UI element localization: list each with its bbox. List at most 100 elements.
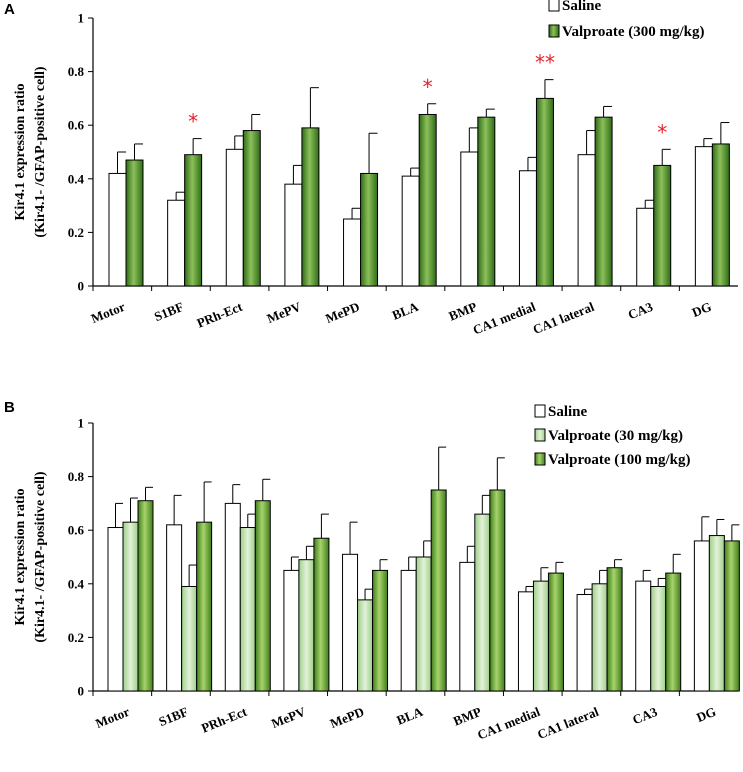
panel-a-bar-valproate-300-mg-kg-bmp xyxy=(477,116,496,287)
panel-b-bar-saline-mepd xyxy=(342,553,359,692)
panel-a-significance-ca3: * xyxy=(657,120,667,144)
panel-b-bar-valproate-100-mg-kg-motor xyxy=(137,500,154,692)
panel-a-category-label-ca3: CA3 xyxy=(626,299,656,323)
panel-b-category-label-s1bf: S1BF xyxy=(157,704,191,729)
panel-b-bar-saline-mepv xyxy=(283,569,300,692)
panel-a-legend-label-saline: Saline xyxy=(562,0,602,14)
panel-a-significance-bla: * xyxy=(423,75,433,99)
panel-a-category-label-bmp: BMP xyxy=(447,299,479,324)
panel-a-bar-valproate-300-mg-kg-mepd xyxy=(360,172,379,287)
panel-a-bar-saline-motor xyxy=(108,172,127,287)
panel-b-category-label-mepd: MePD xyxy=(328,704,366,731)
panel-a-significance-ca1-medial: ** xyxy=(535,51,555,75)
panel-b-legend-label-valproate-30-mg-kg: Valproate (30 mg/kg) xyxy=(548,428,683,444)
panel-b-legend-label-saline: Saline xyxy=(548,404,588,420)
panel-a-y-tick-label: 0.6 xyxy=(68,118,85,133)
panel-a-bar-valproate-300-mg-kg-dg xyxy=(711,143,730,287)
panel-a-bar-saline-ca1-medial xyxy=(518,170,537,287)
panel-a-bar-valproate-300-mg-kg-ca1-medial xyxy=(535,97,554,287)
panel-a-y-tick-label: 0.8 xyxy=(68,64,85,79)
panel-b-legend-swatch-valproate-30-mg-kg xyxy=(534,428,546,442)
panel-b-category-label-prh-ect: PRh-Ect xyxy=(199,704,249,736)
panel-a-chart: A Kir4.1 expression ratio (Kir4.1- /GFAP-p… xyxy=(4,0,738,338)
panel-b-bar-valproate-30-mg-kg-ca3 xyxy=(650,585,667,692)
panel-b-category-label-mepv: MePV xyxy=(269,704,308,731)
panel-a-category-label-prh-ect: PRh-Ect xyxy=(195,299,245,331)
panel-b-y-tick-label: 0.6 xyxy=(68,523,85,538)
panel-b-bar-valproate-30-mg-kg-ca1-medial xyxy=(532,580,549,692)
panel-b-bar-valproate-30-mg-kg-s1bf xyxy=(181,585,198,692)
panel-b-y-axis-title-line1: Kir4.1 expression ratio xyxy=(13,488,28,625)
panel-b-chart: B Kir4.1 expression ratio (Kir4.1- /GFAP-p… xyxy=(4,399,740,743)
panel-a-category-label-ca1-medial: CA1 medial xyxy=(471,299,538,338)
panel-a-category-label-dg: DG xyxy=(690,299,714,320)
panel-a-y-tick-label: 0.2 xyxy=(68,225,84,240)
panel-a-y-tick-label: 1 xyxy=(78,11,85,26)
panel-b-category-label-bmp: BMP xyxy=(451,704,483,729)
panel-a-legend-label-valproate-300-mg-kg: Valproate (300 mg/kg) xyxy=(562,24,705,40)
panel-a-bar-valproate-300-mg-kg-prh-ect xyxy=(242,130,261,287)
panel-a-category-label-motor: Motor xyxy=(89,299,128,326)
panel-b-bar-saline-ca1-lateral xyxy=(576,594,593,692)
panel-b-bar-valproate-100-mg-kg-mepv xyxy=(313,537,330,692)
panel-b-legend-label-valproate-100-mg-kg: Valproate (100 mg/kg) xyxy=(548,452,691,468)
panel-a-bar-saline-prh-ect xyxy=(225,148,244,287)
panel-a-bar-saline-dg xyxy=(694,146,713,287)
panel-a-category-label-s1bf: S1BF xyxy=(152,299,186,324)
panel-b-bar-saline-ca1-medial xyxy=(517,591,534,692)
panel-a-letter: A xyxy=(4,1,15,18)
panel-b-y-tick-label: 0.4 xyxy=(68,576,85,591)
panel-b-bar-valproate-100-mg-kg-s1bf xyxy=(196,521,213,692)
panel-b-bar-valproate-100-mg-kg-bla xyxy=(430,489,447,692)
panel-b-y-tick-label: 1 xyxy=(78,416,85,431)
panel-b-letter: B xyxy=(4,399,15,416)
panel-a-bar-saline-mepv xyxy=(284,183,303,287)
panel-a-bar-saline-s1bf xyxy=(167,199,186,287)
panel-a-y-axis-title-line2: (Kir4.1- /GFAP-positive cell) xyxy=(33,66,48,238)
panel-b-bar-valproate-30-mg-kg-prh-ect xyxy=(239,527,256,692)
panel-a-category-label-bla: BLA xyxy=(390,299,421,323)
panel-b-bar-valproate-100-mg-kg-ca1-medial xyxy=(547,572,564,692)
panel-b-bar-valproate-100-mg-kg-bmp xyxy=(489,489,506,692)
panel-a-significance-s1bf: * xyxy=(188,110,198,134)
panel-b-y-tick-label: 0.8 xyxy=(68,469,85,484)
panel-b-legend-swatch-valproate-100-mg-kg xyxy=(534,452,546,466)
panel-b-bar-valproate-30-mg-kg-bla xyxy=(415,556,432,692)
panel-b-category-label-ca3: CA3 xyxy=(630,704,660,728)
panel-b-bar-valproate-100-mg-kg-ca1-lateral xyxy=(606,567,623,692)
panel-b-y-tick-label: 0 xyxy=(78,684,85,699)
panel-a-bar-saline-ca3 xyxy=(636,207,655,287)
panel-a-legend-swatch-valproate-300-mg-kg xyxy=(548,24,560,38)
panel-b-bar-saline-s1bf xyxy=(166,524,183,692)
panel-b-bar-valproate-100-mg-kg-ca3 xyxy=(665,572,682,692)
panel-a-bar-saline-bla xyxy=(401,175,420,287)
panel-b-bar-saline-bla xyxy=(400,569,417,692)
panel-a-category-label-mepv: MePV xyxy=(265,299,304,326)
panel-b-category-label-dg: DG xyxy=(694,704,718,725)
panel-a-category-label-mepd: MePD xyxy=(323,299,361,326)
panel-b-bar-valproate-100-mg-kg-dg xyxy=(723,540,740,692)
panel-a-y-axis-title-line1: Kir4.1 expression ratio xyxy=(13,83,28,220)
panel-b-bar-saline-prh-ect xyxy=(224,502,241,692)
panel-b-category-label-bla: BLA xyxy=(394,704,425,728)
panel-b-bar-saline-bmp xyxy=(459,561,476,692)
panel-b-bar-valproate-30-mg-kg-mepv xyxy=(298,559,315,692)
panel-b-category-label-ca1-medial: CA1 medial xyxy=(475,704,542,743)
panel-b-bar-valproate-30-mg-kg-motor xyxy=(122,521,139,692)
panel-b-bar-valproate-30-mg-kg-mepd xyxy=(357,599,374,692)
panel-b-bar-valproate-30-mg-kg-dg xyxy=(708,535,725,692)
panel-a-bar-valproate-300-mg-kg-bla xyxy=(418,113,437,287)
panel-b-bar-saline-motor xyxy=(107,527,124,692)
panel-a-bar-saline-bmp xyxy=(460,151,479,287)
panel-a-bar-valproate-300-mg-kg-mepv xyxy=(301,127,320,287)
panel-a-y-tick-label: 0.4 xyxy=(68,171,85,186)
panel-a-bar-saline-mepd xyxy=(343,218,362,287)
panel-a-bar-saline-ca1-lateral xyxy=(577,154,596,287)
panel-a-bar-valproate-300-mg-kg-s1bf xyxy=(184,154,203,287)
panel-b-bar-valproate-100-mg-kg-prh-ect xyxy=(254,500,271,692)
panel-b-y-tick-label: 0.2 xyxy=(68,630,84,645)
panel-b-legend-swatch-saline xyxy=(534,404,546,418)
panel-a-category-label-ca1-lateral: CA1 lateral xyxy=(531,299,597,337)
panel-b-bar-saline-dg xyxy=(693,540,710,692)
